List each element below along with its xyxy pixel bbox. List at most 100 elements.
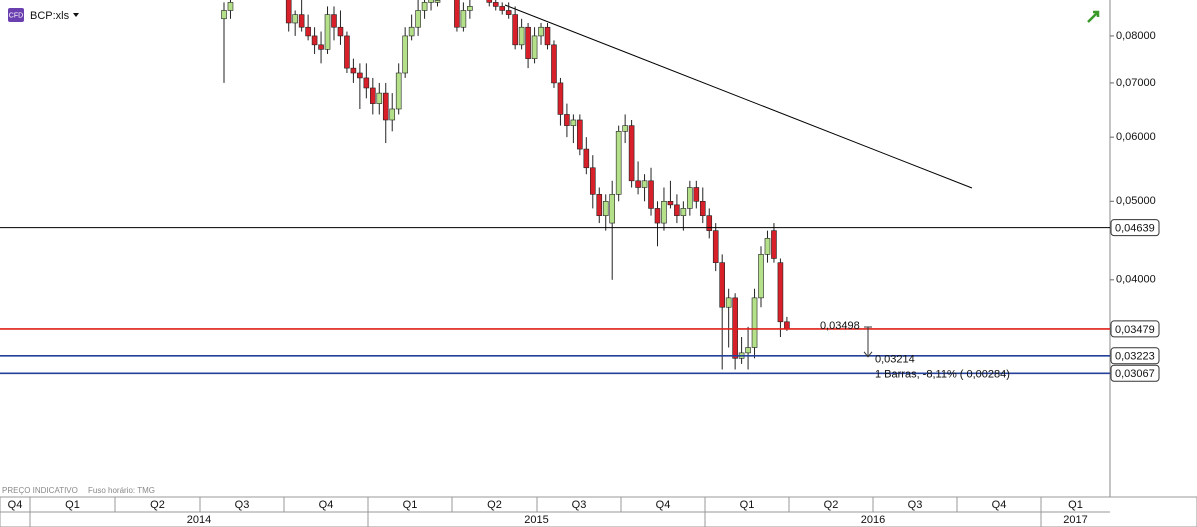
candle-body [745, 347, 751, 354]
candle-body [699, 201, 706, 216]
quarter-label: Q1 [65, 499, 80, 511]
candle-body [499, 6, 506, 11]
candle-body [454, 0, 460, 28]
candle-body [635, 180, 641, 188]
candle-body [402, 35, 408, 74]
candle-body [544, 26, 551, 46]
candle-body [693, 187, 700, 202]
candle-body [609, 194, 616, 224]
candle-body [415, 10, 421, 28]
footer-timezone: Fuso horário: TMG [88, 486, 155, 495]
candle-body [680, 208, 687, 216]
candle-body [615, 131, 622, 195]
candle-body [551, 44, 557, 84]
level-label-box [1110, 347, 1160, 365]
measure-start-label: 0,03498 [820, 320, 860, 332]
year-label: 2017 [1063, 514, 1087, 526]
year-label: 2016 [861, 514, 885, 526]
candle-body [389, 108, 396, 121]
candle-body [564, 114, 570, 126]
candle-body [602, 201, 609, 216]
measure-text: 1 Barras, -8,11% ( 0,00284) [875, 369, 1010, 381]
candle-body [434, 0, 441, 3]
candle-body [719, 262, 725, 308]
candle-body [337, 26, 344, 37]
quarter-label: Q1 [740, 499, 755, 511]
candle-body [667, 201, 674, 206]
measure-end-label: 0,03214 [875, 354, 915, 366]
candle-body [460, 10, 467, 28]
candle-body [641, 180, 648, 188]
candle-body [764, 238, 771, 255]
candle-body [784, 321, 790, 330]
candle-body [706, 215, 713, 231]
trend-icon[interactable] [1087, 10, 1100, 23]
year-label: 2014 [187, 514, 211, 526]
y-tick-label: 0,08000 [1116, 30, 1156, 42]
quarter-label: Q4 [8, 499, 23, 511]
candle-body [285, 0, 292, 24]
candle-body [382, 92, 389, 121]
candle-body [525, 26, 531, 59]
dropdown-arrow[interactable] [73, 13, 79, 17]
candle-body [538, 26, 544, 37]
level-label-box [1110, 364, 1160, 382]
candle-body [622, 125, 628, 132]
quarter-label: Q4 [656, 499, 671, 511]
symbol-header[interactable]: BCP:xls [30, 10, 70, 22]
level-label: 0,03223 [1115, 351, 1155, 363]
candle-body [758, 254, 764, 299]
quarter-label: Q3 [235, 499, 250, 511]
candle-body [596, 194, 603, 216]
candle-body [583, 148, 590, 169]
cfd-badge [8, 8, 24, 22]
candle-body [227, 2, 234, 11]
candle-body [292, 14, 298, 24]
badge-text: CFD [9, 12, 23, 19]
y-tick-label: 0,07000 [1116, 77, 1156, 89]
quarter-label: Q3 [572, 499, 587, 511]
quarter-label: Q1 [403, 499, 418, 511]
candle-body [331, 14, 337, 28]
y-tick-label: 0,06000 [1116, 131, 1156, 143]
candle-body [777, 262, 784, 323]
quarter-label: Q4 [319, 499, 334, 511]
candle-body [687, 187, 693, 209]
candle-body [344, 35, 350, 69]
quarter-label: Q3 [908, 499, 923, 511]
candle-body [318, 44, 324, 50]
level-label: 0,03067 [1115, 368, 1155, 380]
quarter-label: Q2 [487, 499, 502, 511]
candle-body [732, 297, 738, 359]
level-label: 0,04639 [1115, 223, 1155, 235]
candle-body [505, 10, 512, 15]
year-label: 2015 [524, 514, 548, 526]
candle-body [751, 297, 758, 348]
measure-arrowhead [863, 351, 873, 358]
level-label-box [1110, 320, 1160, 338]
candle-body [628, 125, 635, 182]
quarter-label: Q2 [150, 499, 165, 511]
candle-body [350, 67, 357, 74]
candle-body [492, 2, 499, 7]
candle-body [577, 119, 583, 150]
candle-body [370, 87, 376, 104]
candle-body [221, 10, 227, 20]
candle-body [648, 180, 654, 209]
candle-body [376, 92, 383, 104]
level-label-box [1110, 219, 1160, 237]
trend-line [504, 4, 973, 189]
y-tick-label: 0,05000 [1116, 195, 1156, 207]
candle-body [725, 297, 732, 308]
candle-body [654, 208, 661, 224]
candle-body [395, 72, 402, 110]
candle-body [421, 2, 428, 11]
candle-body [512, 14, 518, 46]
candle-body [771, 230, 777, 259]
quarter-label: Q2 [824, 499, 839, 511]
plot-area [221, 0, 790, 370]
candle-body [518, 26, 525, 46]
quarter-label: Q1 [1068, 499, 1083, 511]
